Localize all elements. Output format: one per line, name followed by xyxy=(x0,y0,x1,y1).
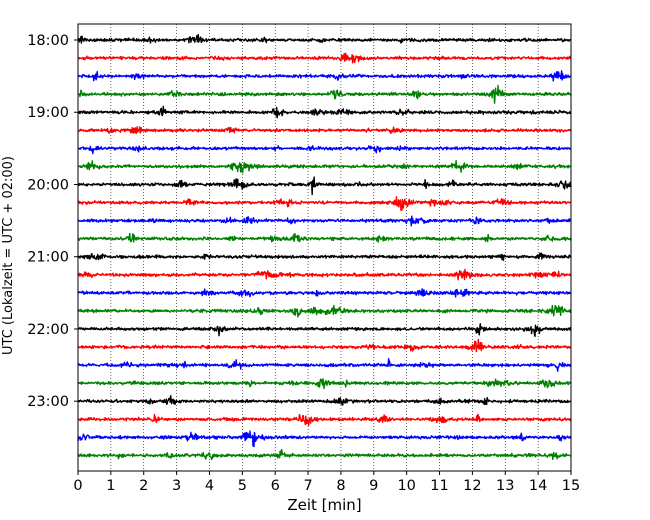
trace-2200 xyxy=(77,323,572,338)
trace-2030 xyxy=(77,215,572,227)
x-tick-label: 12 xyxy=(463,478,481,494)
trace-1945 xyxy=(77,159,572,174)
x-tick-label: 8 xyxy=(336,478,345,494)
trace-2100 xyxy=(77,252,572,261)
seismic-traces xyxy=(77,33,572,461)
y-tick-label: 22:00 xyxy=(27,322,69,338)
trace-2015 xyxy=(77,196,572,212)
trace-2330 xyxy=(77,430,572,448)
y-tick-label: 19:00 xyxy=(27,105,69,121)
y-tick-label: 20:00 xyxy=(27,177,69,193)
trace-1815 xyxy=(77,52,572,64)
x-tick-label: 9 xyxy=(369,478,378,494)
y-tick-label: 21:00 xyxy=(27,250,69,266)
x-tick-label: 1 xyxy=(106,478,115,494)
trace-2130 xyxy=(77,288,572,298)
y-tick-label: 18:00 xyxy=(27,33,69,49)
trace-1930 xyxy=(77,145,572,155)
y-axis-ticks: 18:00 19:00 20:00 21:00 22:00 23:00 xyxy=(27,33,78,410)
trace-1800 xyxy=(77,33,572,44)
trace-2245 xyxy=(77,378,572,390)
trace-2145 xyxy=(77,304,572,318)
trace-2345 xyxy=(77,448,572,461)
x-tick-label: 5 xyxy=(238,478,247,494)
trace-2000 xyxy=(77,176,572,196)
grid-lines xyxy=(110,24,539,471)
trace-2315 xyxy=(77,413,572,427)
x-tick-label: 10 xyxy=(397,478,415,494)
trace-1915 xyxy=(77,126,572,135)
x-tick-label: 14 xyxy=(529,478,547,494)
y-tick-label: 23:00 xyxy=(27,394,69,410)
x-tick-label: 4 xyxy=(205,478,214,494)
plot-frame xyxy=(77,23,572,472)
x-axis-label: Zeit [min] xyxy=(287,496,361,514)
trace-2045 xyxy=(77,232,572,243)
trace-2115 xyxy=(77,268,572,281)
x-tick-label: 7 xyxy=(303,478,312,494)
trace-2230 xyxy=(77,358,572,372)
x-tick-label: 11 xyxy=(430,478,448,494)
x-tick-label: 13 xyxy=(496,478,514,494)
x-tick-label: 15 xyxy=(562,478,580,494)
x-tick-label: 3 xyxy=(172,478,181,494)
trace-1845 xyxy=(77,84,572,104)
y-axis-label: UTC (Lokalzeit = UTC + 02:00) xyxy=(1,156,16,355)
trace-2300 xyxy=(77,395,572,406)
x-tick-label: 0 xyxy=(73,478,82,494)
trace-1900 xyxy=(77,105,572,119)
trace-2215 xyxy=(77,338,572,353)
x-axis-ticks: 0 1 2 3 4 5 6 7 8 9 10 11 12 13 14 15 xyxy=(73,471,580,494)
trace-1830 xyxy=(77,70,572,82)
x-tick-label: 6 xyxy=(271,478,280,494)
x-tick-label: 2 xyxy=(139,478,148,494)
